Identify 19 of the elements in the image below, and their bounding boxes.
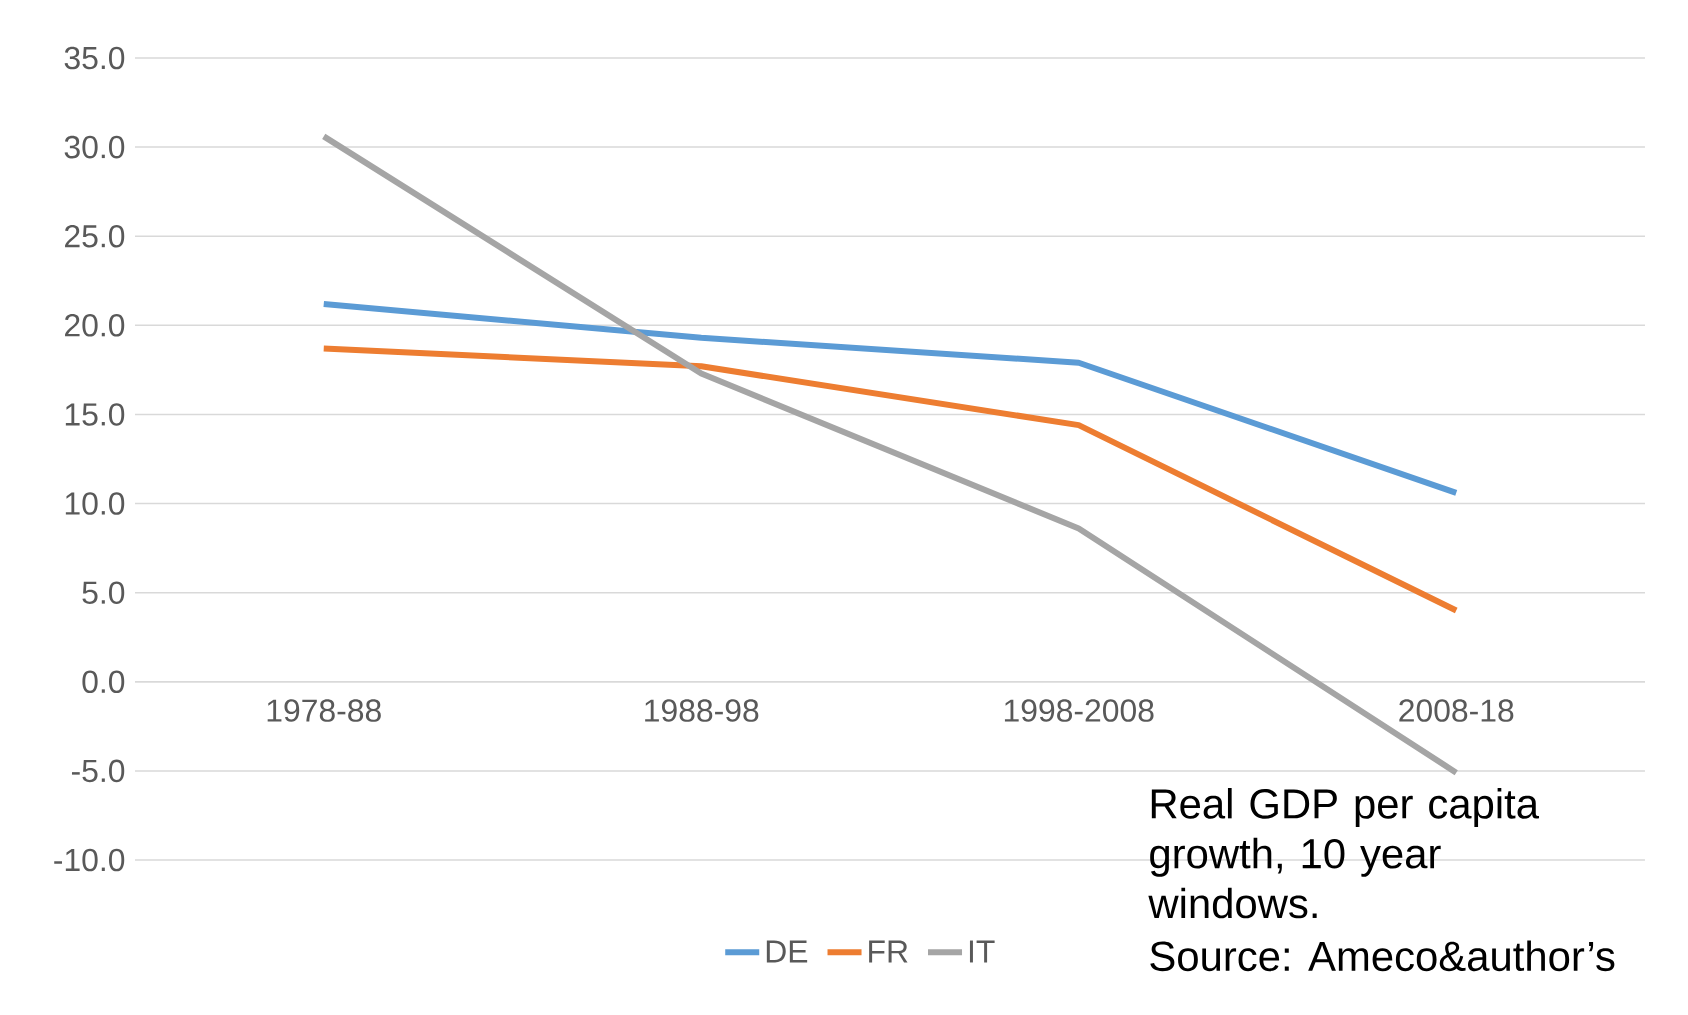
source-note: Source: Ameco&author’s [1150,940,1615,972]
y-tick-label: 5.0 [82,581,125,604]
y-tick-label: 25.0 [65,224,125,248]
y-tick-label: 35.0 [64,46,125,70]
x-tick-label: 1978-88 [267,699,381,722]
annotation: Real GDP per capita growth, 10 year windows. [1148,788,1540,919]
legend-label: DE [766,940,808,963]
x-tick-label: 2008-18 [1399,699,1514,722]
y-tick-label: 15.0 [65,403,125,426]
legend-label: IT [969,940,995,963]
legend-label: FR [869,940,908,963]
y-tick-label: -10.0 [54,848,125,872]
x-tick-label: 1998-2008 [1004,699,1154,722]
y-tick-label: 30.0 [64,135,125,159]
y-tick-label: 20.0 [65,314,125,337]
x-tick-label: 1988-98 [645,699,759,722]
y-tick-label: 0.0 [82,670,125,694]
y-tick-label: -5.0 [71,759,125,783]
y-tick-label: 10.0 [65,492,125,515]
